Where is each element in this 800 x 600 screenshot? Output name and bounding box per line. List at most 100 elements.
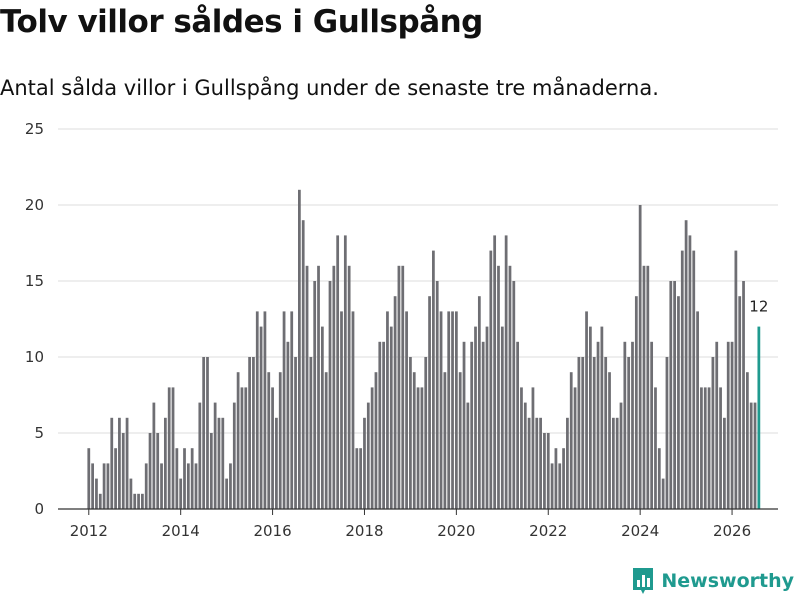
x-tick-label: 2026 xyxy=(713,522,751,540)
bar xyxy=(631,341,634,509)
bar xyxy=(244,387,248,509)
bar xyxy=(581,357,585,509)
bar xyxy=(734,250,738,509)
y-tick-label: 0 xyxy=(34,500,44,518)
bar xyxy=(684,220,688,509)
bar xyxy=(646,265,650,509)
x-tick-label: 2016 xyxy=(253,522,291,540)
x-tick-label: 2014 xyxy=(162,522,200,540)
bar xyxy=(489,250,493,509)
bar xyxy=(600,326,604,509)
bar xyxy=(504,235,508,509)
bar xyxy=(152,402,156,509)
y-tick-label: 25 xyxy=(25,120,44,138)
bar-latest xyxy=(757,326,761,509)
bar xyxy=(98,493,102,509)
brand-logo: Newsworthy xyxy=(631,566,794,596)
bar xyxy=(673,281,676,509)
bar xyxy=(313,281,317,509)
x-tick-label: 2012 xyxy=(70,522,108,540)
bar xyxy=(175,448,179,509)
bar xyxy=(298,189,301,510)
bar xyxy=(359,448,363,509)
bar xyxy=(225,478,229,509)
bar xyxy=(435,281,439,509)
bar xyxy=(753,402,757,509)
bar xyxy=(137,493,140,509)
bar xyxy=(194,463,198,509)
bar xyxy=(114,448,117,509)
bar xyxy=(317,265,320,509)
bar xyxy=(328,281,332,509)
bar xyxy=(642,265,646,509)
bar xyxy=(186,463,190,509)
bar xyxy=(657,448,661,509)
bar xyxy=(516,341,520,509)
bar xyxy=(462,341,466,509)
bar xyxy=(619,402,623,509)
bar xyxy=(240,387,244,509)
y-tick-label: 10 xyxy=(25,348,44,366)
bar xyxy=(167,387,171,509)
bar xyxy=(248,357,251,509)
bar xyxy=(305,265,309,509)
chart-title: Tolv villor såldes i Gullspång xyxy=(0,4,483,40)
bar xyxy=(148,433,152,509)
bar xyxy=(577,357,581,509)
x-tick-label: 2022 xyxy=(529,522,567,540)
bar xyxy=(363,417,366,509)
bar xyxy=(589,326,592,509)
x-tick-label: 2024 xyxy=(621,522,659,540)
bar xyxy=(412,372,416,509)
bar xyxy=(347,265,351,509)
bar xyxy=(420,387,424,509)
bar xyxy=(723,417,726,509)
bar xyxy=(692,250,696,509)
x-axis xyxy=(58,508,778,515)
bar xyxy=(271,387,274,509)
labels: 0 5 10 15 20 25 12 2012 2014 2016 2018 2020 2022 2024… xyxy=(25,120,768,540)
bar xyxy=(125,417,129,509)
bar xyxy=(604,357,608,509)
newsworthy-logo-icon xyxy=(633,568,654,594)
bar xyxy=(290,311,294,509)
bar xyxy=(623,341,627,509)
bar xyxy=(615,417,619,509)
bar xyxy=(91,463,94,509)
bar xyxy=(102,463,106,509)
bar xyxy=(206,357,209,509)
bar xyxy=(512,281,516,509)
bar xyxy=(275,417,278,509)
x-tick-label: 2018 xyxy=(345,522,383,540)
bar xyxy=(374,372,378,509)
bar xyxy=(351,311,355,509)
bar xyxy=(370,387,374,509)
bar xyxy=(393,296,397,509)
bar xyxy=(95,478,98,509)
bar xyxy=(654,387,657,509)
bar xyxy=(179,478,183,509)
bar xyxy=(366,402,370,509)
bar xyxy=(267,372,271,509)
bar xyxy=(133,493,137,509)
y-tick-label: 5 xyxy=(34,424,44,442)
bar xyxy=(730,341,734,509)
bar xyxy=(198,402,202,509)
bar xyxy=(282,311,286,509)
bar xyxy=(355,448,359,509)
bar xyxy=(340,311,343,509)
bar xyxy=(447,311,451,509)
bar xyxy=(259,326,263,509)
bar xyxy=(252,357,255,509)
bar xyxy=(382,341,385,509)
bar xyxy=(255,311,259,509)
bar xyxy=(497,265,500,509)
bar xyxy=(163,417,167,509)
bar xyxy=(477,296,481,509)
bar xyxy=(638,205,642,509)
bar xyxy=(696,311,699,509)
bar xyxy=(343,235,347,509)
bar xyxy=(121,433,125,509)
bar xyxy=(661,478,665,509)
bar xyxy=(688,235,692,509)
